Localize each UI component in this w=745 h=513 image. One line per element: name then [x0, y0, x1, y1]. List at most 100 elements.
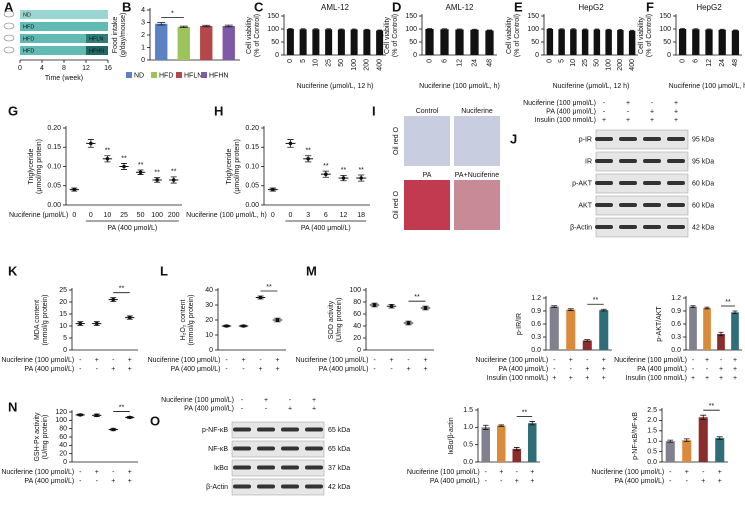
- panel-letter: D: [392, 0, 401, 14]
- blot-band: [667, 137, 685, 141]
- treatment-sign: -: [603, 100, 606, 107]
- error-bar: [154, 177, 161, 183]
- x-tick-label: 0: [679, 59, 686, 63]
- blot-band: [595, 159, 613, 163]
- band-name: p-AKT: [572, 180, 593, 187]
- y-tick-label: 5: [63, 335, 67, 342]
- treatment-sign: -: [603, 108, 606, 115]
- y-tick-label: 60: [353, 311, 361, 318]
- y-tick-label: 25: [59, 287, 67, 294]
- treatment-sign: +: [569, 357, 573, 364]
- timeline-segment: [20, 46, 86, 55]
- treatment-label: Insulin (100 nmol/L): [535, 117, 596, 124]
- x-tick-label: 48: [486, 59, 493, 67]
- x-tick-label: 3: [306, 212, 310, 219]
- image-label: Control: [416, 108, 439, 115]
- significance-label: **: [522, 409, 528, 416]
- y-axis-label: Cell viability: [506, 17, 513, 54]
- treatment-sign: +: [128, 366, 132, 373]
- y-tick-label: 0: [275, 52, 279, 59]
- bar: [678, 29, 687, 55]
- error-bar: [583, 28, 588, 31]
- y-tick-label: 0.20: [47, 125, 61, 132]
- y-tick-label: 0: [141, 57, 145, 64]
- treatment-label: Nuciferine (100 μmol/L): [1, 469, 74, 476]
- bar: [440, 29, 449, 55]
- x-tick-label: 100: [351, 59, 358, 71]
- treatment-sign: +: [650, 117, 654, 124]
- x-axis-label: Time (week): [45, 75, 83, 82]
- y-axis-label: p-AKT/AKT: [656, 306, 663, 342]
- y-tick-label: 1: [141, 44, 145, 51]
- micrograph: [404, 180, 450, 230]
- x-tick-label: 200: [168, 212, 180, 219]
- error-bar: [618, 29, 623, 31]
- treatment-sign: +: [650, 108, 654, 115]
- annotation: **: [154, 170, 160, 177]
- bar: [581, 29, 589, 55]
- treatment-label: Nuciferine (100 μmol/L): [296, 357, 369, 364]
- legend-label: HFHN: [209, 72, 228, 79]
- error-bar: [110, 427, 117, 432]
- blot-band: [257, 446, 275, 451]
- error-bar: [377, 29, 382, 32]
- blot-band: [595, 137, 613, 141]
- y-axis-label: H₂O₂ content: [180, 300, 187, 341]
- y-tick-label: 150: [405, 13, 417, 20]
- stain-label: Oil red O: [393, 126, 400, 155]
- x-tick-label: 0: [18, 65, 22, 72]
- treatment-sign: +: [602, 366, 606, 373]
- y-tick-label: 3: [141, 19, 145, 26]
- treatment-label: Nuciferine (100 μmol/L): [475, 357, 548, 364]
- x-tick-label: 10: [570, 59, 577, 67]
- y-tick-label: 0.15: [245, 144, 259, 151]
- x-tick-label: 5: [558, 59, 565, 63]
- y-tick-label: 50: [409, 39, 417, 46]
- treatment-sign: +: [530, 469, 534, 476]
- y-axis-label: (mmol/g protein): [188, 295, 195, 346]
- error-bar: [269, 187, 277, 192]
- treatment-sign: +: [705, 375, 709, 382]
- treatment-sign: +: [128, 469, 132, 476]
- error-bar: [630, 29, 635, 32]
- treatment-sign: -: [553, 366, 556, 373]
- blot-band: [667, 181, 685, 185]
- y-axis-label: p-NF-κB/NF-κB: [632, 412, 639, 460]
- treatment-sign: +: [733, 357, 737, 364]
- band-name: IκBα: [214, 465, 228, 472]
- x-tick-label: 12: [340, 212, 348, 219]
- mouse-icon: [3, 10, 15, 18]
- bar: [200, 26, 213, 60]
- x-tick-label: 200: [617, 59, 624, 71]
- error-bar: [93, 413, 100, 417]
- error-bar: [486, 29, 493, 32]
- segment-label: HFD: [23, 24, 34, 30]
- y-tick-label: 4: [141, 7, 145, 14]
- band-size: 60 kDa: [692, 202, 714, 209]
- x-tick-label: 50: [594, 59, 601, 67]
- mouse-icon: [3, 34, 15, 42]
- y-tick-label: 1.5: [463, 407, 473, 414]
- blot-band: [595, 225, 613, 229]
- bar: [155, 23, 168, 60]
- bar: [299, 29, 307, 55]
- x-tick-label: 0: [426, 59, 433, 63]
- blot-band: [667, 203, 685, 207]
- panel-letter: L: [160, 263, 168, 278]
- y-tick-label: 0.5: [647, 448, 657, 455]
- x-tick-label: 12: [82, 65, 90, 72]
- x-axis-label: Nuciferine (100 μmol/L, h): [186, 212, 267, 219]
- treatment-sign: +: [602, 375, 606, 382]
- treatment-sign: +: [552, 375, 556, 382]
- x-tick-label: 100: [151, 212, 163, 219]
- treatment-sign: -: [241, 397, 244, 404]
- blot-band: [643, 159, 661, 163]
- error-bar: [422, 305, 429, 311]
- significance-label: **: [119, 404, 125, 411]
- x-tick-label: 8: [62, 65, 66, 72]
- significance-label: *: [171, 10, 174, 17]
- band-size: 37 kDa: [328, 465, 350, 472]
- bar: [715, 438, 725, 462]
- x-tick-label: 0: [72, 212, 76, 219]
- blot-band: [305, 465, 323, 470]
